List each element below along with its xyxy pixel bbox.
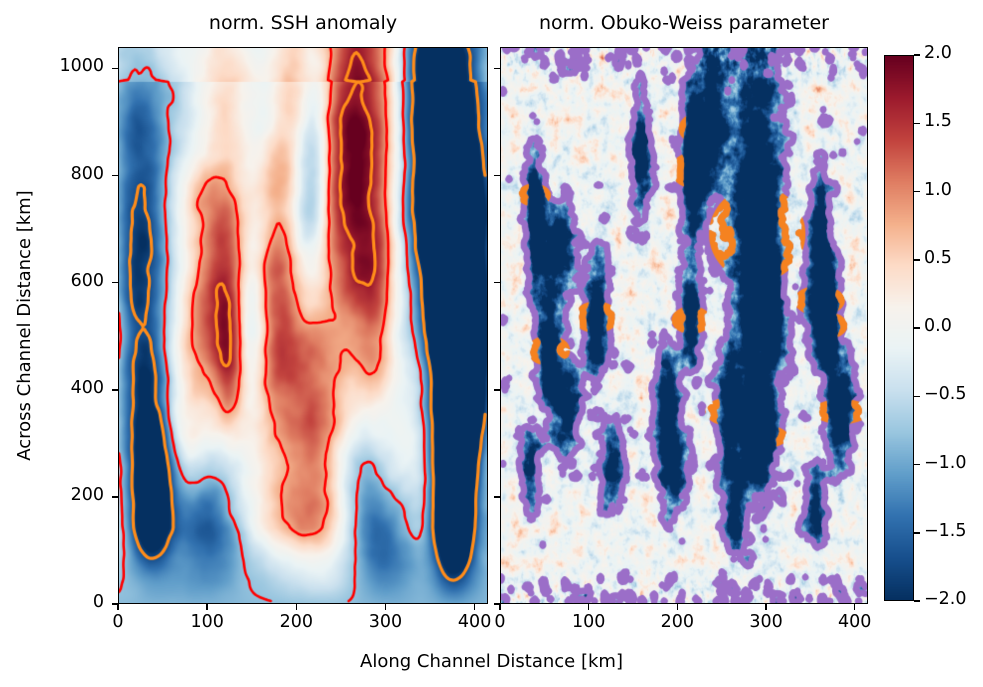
x-tick-mark [206, 604, 208, 610]
panel-title-ssh: norm. SSH anomaly [208, 12, 398, 34]
y-tick-label: 600 [70, 270, 104, 291]
colorbar[interactable] [884, 55, 914, 601]
x-tick-mark [473, 604, 476, 610]
y-tick-mark [494, 67, 500, 70]
y-tick-mark [494, 496, 500, 498]
y-tick-label: 1000 [59, 56, 104, 77]
plot-area-okubo[interactable] [500, 47, 868, 604]
colorbar-tick-mark [914, 54, 920, 56]
x-tick-label: 400 [457, 612, 492, 632]
colorbar-tick-label: 2.0 [924, 43, 952, 63]
x-tick-mark [117, 604, 119, 610]
colorbar-tick-label: 1.0 [924, 179, 952, 200]
colorbar-tick-mark [914, 122, 920, 124]
colorbar-tick-mark [914, 600, 920, 602]
x-tick-label: 0 [494, 612, 506, 632]
panel-title-okubo: norm. Obuko-Weiss parameter [539, 12, 829, 34]
colorbar-tick-label: −0.5 [924, 384, 967, 405]
plot-area-ssh[interactable] [118, 47, 488, 604]
colorbar-tick-label: −2.0 [924, 589, 967, 609]
colorbar-tick-label: 0.5 [924, 247, 952, 268]
x-tick-mark [587, 604, 590, 610]
x-tick-mark [853, 604, 856, 610]
y-tick-label: 800 [70, 163, 104, 184]
x-tick-mark [295, 604, 298, 610]
colorbar-tick-mark [914, 327, 920, 329]
x-tick-label: 400 [837, 612, 872, 632]
x-tick-label: 200 [279, 612, 314, 632]
colorbar-tick-label: −1.0 [924, 452, 967, 473]
colorbar-tick-mark [914, 259, 920, 261]
x-tick-label: 100 [190, 612, 224, 632]
y-tick-label: 200 [70, 484, 104, 505]
y-tick-mark [494, 388, 500, 391]
colorbar-tick-label: −1.5 [924, 520, 967, 541]
y-axis-label: Across Channel Distance [km] [14, 190, 35, 461]
y-tick-mark [494, 174, 500, 177]
y-tick-mark [112, 281, 118, 284]
x-tick-mark [676, 604, 679, 610]
colorbar-tick-mark [914, 395, 920, 397]
x-tick-mark [765, 604, 767, 610]
y-tick-mark [112, 388, 118, 391]
colorbar-tick-label: 1.5 [924, 111, 952, 132]
y-tick-mark [112, 496, 118, 498]
colorbar-tick-mark [914, 463, 920, 466]
x-axis-label: Along Channel Distance [km] [360, 651, 623, 672]
y-tick-mark [112, 603, 118, 605]
x-tick-label: 300 [749, 612, 783, 632]
x-tick-label: 200 [660, 612, 695, 632]
y-tick-mark [112, 67, 118, 70]
x-tick-mark [499, 604, 501, 610]
colorbar-tick-label: 0.0 [924, 316, 952, 336]
x-tick-label: 0 [112, 612, 124, 632]
x-tick-mark [384, 604, 387, 610]
colorbar-tick-mark [914, 190, 920, 193]
y-tick-mark [494, 603, 500, 605]
y-tick-label: 0 [92, 592, 104, 612]
y-tick-mark [112, 174, 118, 177]
colorbar-tick-mark [914, 532, 920, 534]
x-tick-label: 100 [571, 612, 606, 632]
y-tick-mark [494, 281, 500, 284]
x-tick-label: 300 [368, 612, 403, 632]
y-tick-label: 400 [70, 377, 104, 398]
